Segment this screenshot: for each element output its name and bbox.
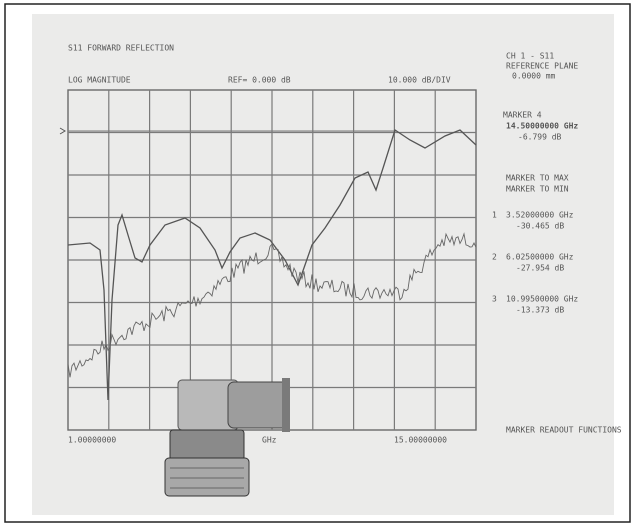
- function: MARKER TO MIN: [506, 185, 569, 194]
- format: LOG MAGNITUDE: [68, 76, 131, 85]
- function: MARKER TO MAX: [506, 174, 569, 183]
- photo: S11 FORWARD REFLECTION LOG MAGNITUDE REF…: [0, 0, 637, 529]
- marker-level: -27.954 dB: [516, 264, 564, 273]
- x-stop: 15.00000000: [394, 436, 447, 445]
- title: S11 FORWARD REFLECTION: [68, 44, 174, 53]
- reference: REF= 0.000 dB: [228, 76, 291, 85]
- x-start: 1.00000000: [68, 436, 116, 445]
- x-unit: GHz: [262, 436, 277, 445]
- marker-level: -6.799 dB: [518, 133, 562, 142]
- marker-level: -13.373 dB: [516, 306, 564, 315]
- marker-number: 1: [492, 211, 497, 220]
- plane-label: REFERENCE PLANE: [506, 62, 578, 71]
- plane-value: 0.0000 mm: [512, 72, 556, 81]
- marker-number: 2: [492, 253, 497, 262]
- marker-frequency: 14.50000000 GHz: [506, 122, 578, 131]
- marker-level: -30.465 dB: [516, 222, 564, 231]
- page: S11 FORWARD REFLECTION LOG MAGNITUDE REF…: [0, 0, 637, 529]
- marker-number: 3: [492, 295, 497, 304]
- scale: 10.000 dB/DIV: [388, 76, 451, 85]
- footer: MARKER READOUT FUNCTIONS: [506, 426, 622, 435]
- channel: CH 1 - S11: [506, 52, 554, 61]
- marker-name: MARKER 4: [503, 111, 542, 120]
- marker-frequency: 10.99500000 GHz: [506, 295, 578, 304]
- marker-frequency: 6.02500000 GHz: [506, 253, 574, 262]
- marker-frequency: 3.52000000 GHz: [506, 211, 574, 220]
